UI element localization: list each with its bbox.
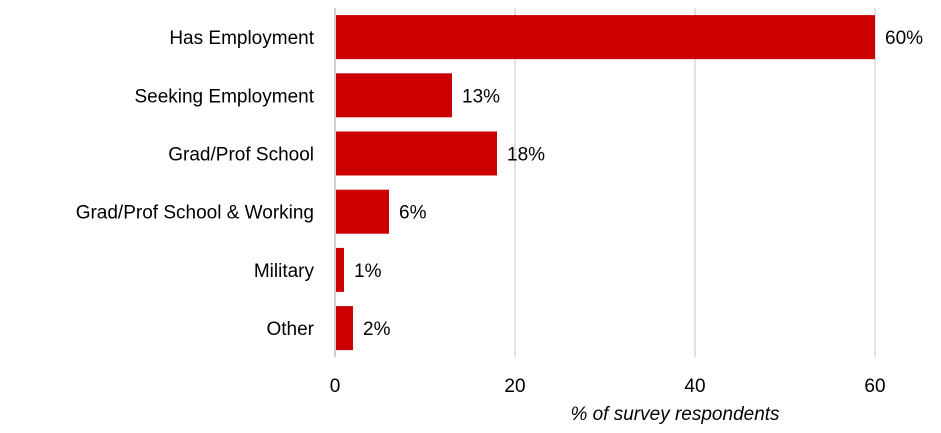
x-tick-label: 20 (504, 376, 525, 397)
bars (336, 15, 875, 351)
bar (336, 189, 389, 234)
data-label: 18% (507, 145, 545, 166)
category-label: Has Employment (169, 28, 314, 49)
bar (336, 131, 497, 176)
labels: 0 20 40 60 Has Employment 60% Seeking Employme… (76, 28, 923, 397)
category-label: Grad/Prof School (168, 145, 314, 166)
data-label: 2% (363, 319, 391, 340)
data-label: 60% (885, 28, 923, 49)
data-label: 1% (354, 261, 382, 282)
x-axis-title: % of survey respondents (570, 404, 780, 425)
data-label: 6% (399, 203, 427, 224)
x-tick-label: 60 (864, 376, 885, 397)
category-label: Grad/Prof School & Working (76, 203, 314, 224)
x-tick-label: 0 (330, 376, 341, 397)
bar (336, 247, 344, 292)
gridlines (514, 8, 876, 357)
bar (336, 306, 353, 351)
data-label: 13% (462, 86, 500, 107)
category-label: Military (254, 261, 315, 282)
bar (336, 73, 452, 118)
x-tick-label: 40 (684, 376, 705, 397)
category-label: Seeking Employment (134, 86, 314, 107)
bar (336, 15, 875, 60)
category-label: Other (266, 319, 314, 340)
